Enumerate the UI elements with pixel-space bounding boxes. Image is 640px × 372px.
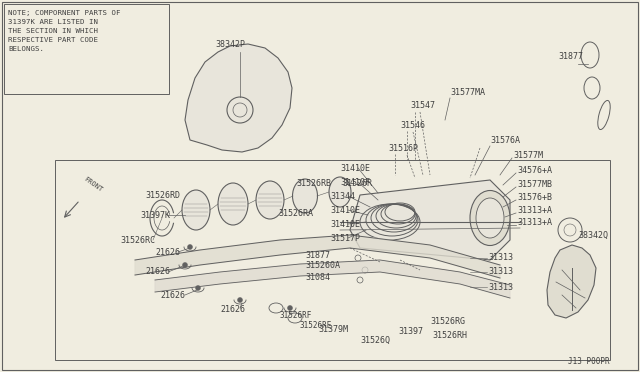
Text: 31526RA: 31526RA: [278, 208, 313, 218]
Text: 31084: 31084: [305, 273, 330, 282]
Text: 31313: 31313: [488, 282, 513, 292]
Text: 31526RH: 31526RH: [432, 330, 467, 340]
Text: 38342Q: 38342Q: [578, 231, 608, 240]
Text: NOTE; COMPORNENT PARTS OF
31397K ARE LISTED IN
THE SECTION IN WHICH
RESPECTIVE P: NOTE; COMPORNENT PARTS OF 31397K ARE LIS…: [8, 10, 120, 52]
Ellipse shape: [476, 198, 504, 238]
Text: 31526R: 31526R: [342, 179, 372, 187]
Text: 31410E: 31410E: [330, 205, 360, 215]
Circle shape: [182, 263, 188, 267]
Text: 31547: 31547: [410, 100, 435, 109]
Text: 34576+A: 34576+A: [517, 166, 552, 174]
Text: 31344: 31344: [330, 192, 355, 201]
Text: 31517P: 31517P: [330, 234, 360, 243]
Circle shape: [237, 298, 243, 302]
Text: 31526Q: 31526Q: [360, 336, 390, 344]
Text: 31576+B: 31576+B: [517, 192, 552, 202]
Ellipse shape: [182, 190, 210, 230]
Text: 31577M: 31577M: [513, 151, 543, 160]
Text: 31576A: 31576A: [490, 135, 520, 144]
Ellipse shape: [218, 183, 248, 225]
Text: 31526RD: 31526RD: [145, 190, 180, 199]
Text: 31526RG: 31526RG: [430, 317, 465, 327]
Text: 21626: 21626: [160, 291, 185, 299]
Text: 31526RC: 31526RC: [120, 235, 155, 244]
Text: 31410E: 31410E: [340, 164, 370, 173]
Ellipse shape: [470, 190, 510, 246]
Polygon shape: [185, 44, 292, 152]
Polygon shape: [135, 235, 500, 278]
Text: 31577MB: 31577MB: [517, 180, 552, 189]
Polygon shape: [547, 245, 596, 318]
Text: 31526RB: 31526RB: [296, 179, 331, 187]
Text: 31526RE: 31526RE: [299, 321, 332, 330]
Ellipse shape: [292, 179, 317, 213]
Text: 31397: 31397: [398, 327, 423, 337]
Text: 31397K: 31397K: [140, 211, 170, 219]
Text: 31313: 31313: [488, 253, 513, 263]
Text: 31546: 31546: [400, 121, 425, 129]
Text: 31877: 31877: [305, 250, 330, 260]
Text: 21626: 21626: [155, 247, 180, 257]
Text: 38342P: 38342P: [215, 39, 245, 48]
Polygon shape: [350, 180, 510, 260]
Text: 31379M: 31379M: [318, 326, 348, 334]
Circle shape: [287, 305, 292, 311]
Text: 21626: 21626: [145, 267, 170, 276]
Text: 31313: 31313: [488, 267, 513, 276]
Polygon shape: [155, 260, 510, 298]
Ellipse shape: [256, 181, 284, 219]
Text: 31577MA: 31577MA: [450, 87, 485, 96]
Bar: [4, 4, 169, 94]
Text: J13 P00PR: J13 P00PR: [568, 357, 610, 366]
Text: 315260A: 315260A: [305, 262, 340, 270]
Text: 21626: 21626: [220, 305, 245, 314]
Text: 31516P: 31516P: [388, 144, 418, 153]
Text: FRONT: FRONT: [83, 176, 104, 193]
Ellipse shape: [329, 177, 351, 207]
Circle shape: [195, 285, 200, 291]
Text: 31410E: 31410E: [330, 219, 360, 228]
Text: 31410F: 31410F: [340, 177, 370, 186]
Text: 31526RF: 31526RF: [280, 311, 312, 321]
Circle shape: [188, 244, 193, 250]
Text: 31877: 31877: [558, 51, 583, 61]
Text: 31313+A: 31313+A: [517, 218, 552, 227]
Text: 31313+A: 31313+A: [517, 205, 552, 215]
Bar: [55, 160, 610, 360]
